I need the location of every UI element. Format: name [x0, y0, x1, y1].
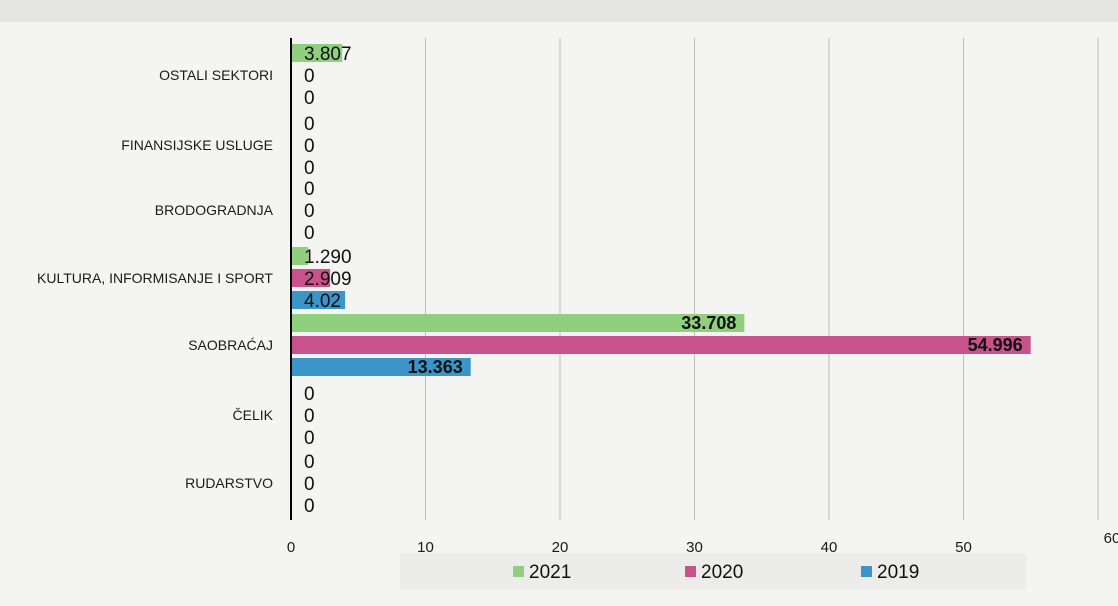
- data-label: 0: [304, 428, 315, 449]
- category-label: RUDARSTVO: [185, 475, 273, 491]
- data-label: 0: [304, 223, 315, 244]
- category-label: SAOBRAĆAJ: [188, 337, 273, 353]
- bars: [291, 44, 1031, 376]
- legend-label-2019: 2019: [877, 562, 919, 583]
- gridlines: [425, 38, 1099, 520]
- data-label: 0: [304, 66, 315, 87]
- data-label: 1.290: [304, 247, 352, 268]
- category-labels: OSTALI SEKTORI FINANSIJSKE USLUGE BRODOGRA…: [37, 67, 274, 491]
- x-tick-labels: 0 10 20 30 40 50 60: [287, 530, 1118, 556]
- data-label: 4.02: [304, 291, 341, 312]
- x-tick-60: 60: [1104, 530, 1118, 547]
- x-tick-20: 20: [552, 539, 569, 556]
- data-label: 0: [304, 136, 315, 157]
- data-label: 0: [304, 114, 315, 135]
- data-label: 0: [304, 179, 315, 200]
- category-label: KULTURA, INFORMISANJE I SPORT: [37, 270, 273, 286]
- legend-swatch-2021: [513, 566, 524, 577]
- legend-swatch-2020: [685, 566, 696, 577]
- bar-2020: [291, 269, 331, 287]
- bar-2020: [291, 336, 1031, 354]
- bar-2021: [291, 314, 745, 332]
- data-label: 54.996: [968, 335, 1023, 355]
- legend: 2021 2020 2019: [400, 553, 1026, 590]
- legend-swatch-2019: [861, 566, 872, 577]
- x-tick-40: 40: [821, 539, 838, 556]
- data-label: 0: [304, 452, 315, 473]
- x-tick-50: 50: [955, 539, 972, 556]
- data-label: 0: [304, 384, 315, 405]
- data-label: 0: [304, 158, 315, 179]
- legend-label-2020: 2020: [701, 562, 743, 583]
- top-strip: [0, 0, 1118, 22]
- legend-box: [400, 553, 1026, 590]
- bar-2019: [291, 358, 471, 376]
- data-label: 13.363: [408, 357, 463, 377]
- data-label: 0: [304, 496, 315, 517]
- data-labels: 3.807000000001.2902.9094.0233.70854.9961…: [304, 44, 1023, 517]
- category-label: BRODOGRADNJA: [155, 202, 274, 218]
- legend-label-2021: 2021: [529, 562, 571, 583]
- data-label: 0: [304, 406, 315, 427]
- bar-2021: [291, 247, 309, 265]
- x-tick-10: 10: [417, 539, 434, 556]
- data-label: 0: [304, 474, 315, 495]
- category-label: FINANSIJSKE USLUGE: [121, 137, 273, 153]
- data-label: 0: [304, 88, 315, 109]
- data-label: 33.708: [681, 313, 736, 333]
- bar-2019: [291, 291, 346, 309]
- category-label: OSTALI SEKTORI: [159, 67, 273, 83]
- x-tick-30: 30: [686, 539, 703, 556]
- data-label: 2.909: [304, 269, 352, 290]
- data-label: 0: [304, 201, 315, 222]
- category-label: ČELIK: [233, 407, 274, 423]
- data-label: 3.807: [304, 44, 352, 65]
- bar-2021: [291, 44, 343, 62]
- x-tick-0: 0: [287, 539, 295, 556]
